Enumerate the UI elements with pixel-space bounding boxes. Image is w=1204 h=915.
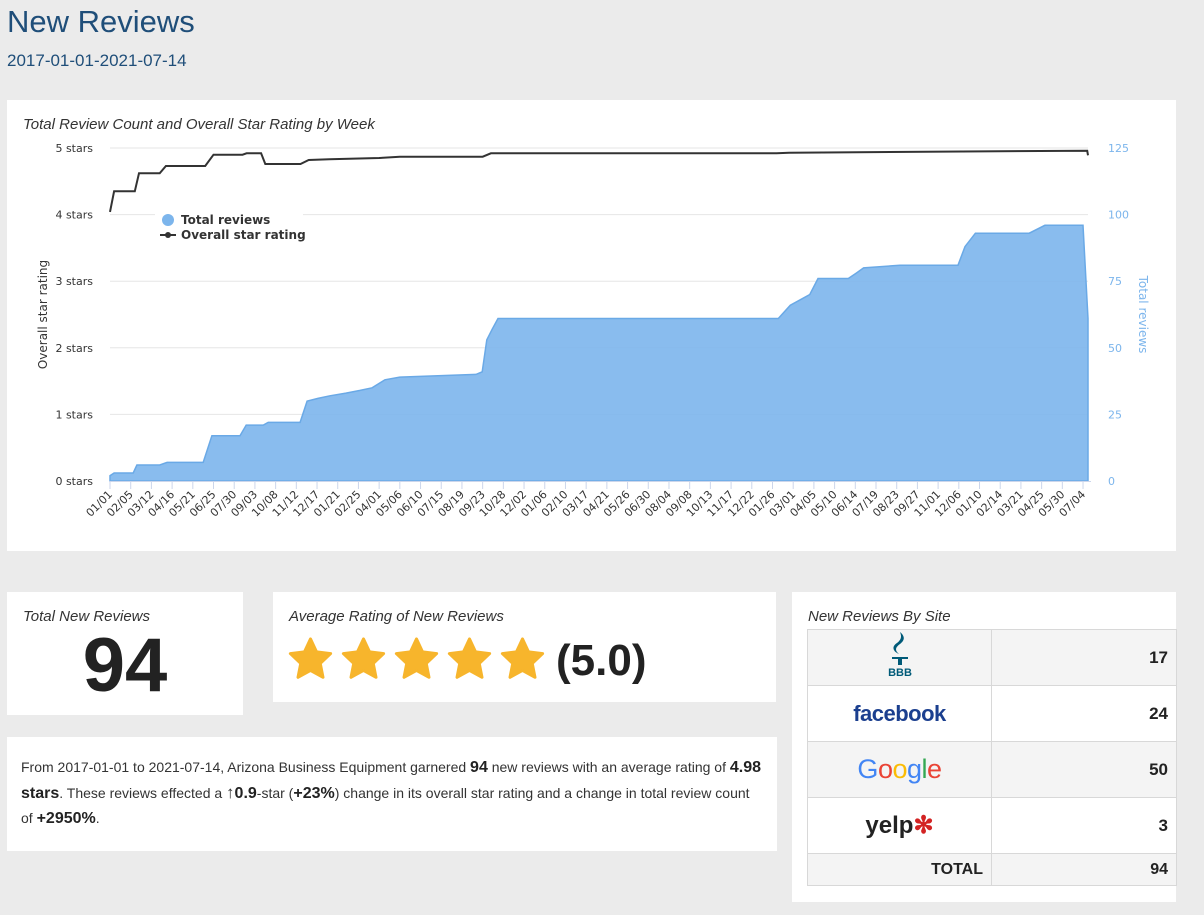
rating-card-title: Average Rating of New Reviews	[289, 608, 504, 625]
summary-delta: 0.9	[234, 785, 257, 802]
star-icon	[393, 636, 440, 686]
y-tick-label: 2 stars	[55, 342, 93, 355]
total-new-reviews-card: Total New Reviews 94	[7, 592, 243, 715]
sites-title: New Reviews By Site	[808, 608, 951, 625]
y2-axis-title: Total reviews	[1136, 275, 1150, 354]
total-label: TOTAL	[807, 853, 992, 886]
summary-part: .	[95, 810, 100, 826]
legend-star-rating: Overall star rating	[181, 228, 306, 242]
summary-card: From 2017-01-01 to 2021-07-14, Arizona B…	[7, 737, 777, 851]
y-tick-label: 1 stars	[55, 408, 93, 421]
rating-value: (5.0)	[556, 636, 647, 685]
table-row: facebook 24	[807, 685, 1177, 742]
chart-title: Total Review Count and Overall Star Rati…	[23, 116, 375, 133]
review-chart: 0 stars 1 stars 2 stars 3 stars 4 stars 5 sta…	[36, 142, 1150, 520]
table-row: BBB 17	[807, 629, 1177, 686]
y2-tick-label: 25	[1108, 408, 1122, 421]
summary-part: From 2017-01-01 to 2021-07-14, Arizona B…	[21, 759, 471, 775]
y-tick-label: 3 stars	[55, 275, 93, 288]
y2-tick-label: 125	[1108, 142, 1129, 155]
y-tick-label: 4 stars	[55, 209, 93, 222]
total-reviews-area	[109, 224, 1089, 482]
y2-tick-label: 75	[1108, 275, 1122, 288]
summary-count-pct: +2950%	[36, 810, 96, 827]
summary-avg: 4.98 stars	[21, 759, 761, 802]
summary-part: . These reviews effected a	[59, 785, 227, 801]
google-count: 50	[991, 741, 1177, 798]
summary-count: 94	[470, 759, 488, 776]
total-count: 94	[991, 853, 1177, 886]
y-tick-label: 0 stars	[55, 475, 93, 488]
bbb-torch-icon: BBB	[888, 632, 912, 679]
legend-star-rating-marker	[165, 232, 171, 238]
y-axis-title: Overall star rating	[36, 260, 50, 369]
chart-card: 0 stars 1 stars 2 stars 3 stars 4 stars 5 sta…	[7, 100, 1176, 551]
svg-text:BBB: BBB	[888, 667, 912, 679]
bbb-count: 17	[991, 629, 1177, 686]
average-rating-card: Average Rating of New Reviews (5.0)	[273, 592, 776, 702]
y2-tick-label: 50	[1108, 342, 1122, 355]
summary-text: From 2017-01-01 to 2021-07-14, Arizona B…	[21, 755, 763, 831]
star-icon	[446, 636, 493, 686]
star-rating: (5.0)	[287, 636, 646, 686]
summary-part: -star (	[256, 785, 294, 801]
sites-table: BBB 17 facebook 24 Google 50 yelp✻ 3 TOT…	[807, 629, 1177, 886]
star-icon	[499, 636, 546, 686]
table-row: yelp✻ 3	[807, 797, 1177, 854]
table-total-row: TOTAL 94	[807, 853, 1177, 886]
yelp-logo: yelp✻	[807, 797, 992, 854]
page-title: New Reviews	[7, 4, 195, 39]
yelp-burst-icon: ✻	[913, 812, 934, 839]
facebook-wordmark: facebook	[853, 700, 946, 726]
table-row: Google 50	[807, 741, 1177, 798]
up-arrow-icon: ↑	[226, 783, 235, 802]
star-icon	[340, 636, 387, 686]
date-range: 2017-01-01-2021-07-14	[7, 51, 187, 70]
yelp-wordmark: yelp	[865, 812, 914, 839]
facebook-logo: facebook	[807, 685, 992, 742]
total-card-title: Total New Reviews	[23, 608, 150, 625]
google-wordmark: Google	[857, 754, 942, 784]
legend-box	[155, 208, 303, 248]
star-icon	[287, 636, 334, 686]
summary-part: ) change in its overall star rating and …	[21, 785, 750, 826]
google-logo: Google	[807, 741, 992, 798]
y2-tick-label: 0	[1108, 475, 1115, 488]
legend-total-reviews: Total reviews	[181, 213, 270, 227]
bbb-logo: BBB	[807, 629, 992, 686]
y2-tick-label: 100	[1108, 209, 1129, 222]
summary-part: new reviews with an average rating of	[487, 759, 730, 775]
y-tick-label: 5 stars	[55, 142, 93, 155]
total-new-reviews-value: 94	[82, 623, 168, 708]
yelp-count: 3	[991, 797, 1177, 854]
summary-pct: +23%	[293, 785, 335, 802]
facebook-count: 24	[991, 685, 1177, 742]
legend-total-reviews-icon	[162, 214, 174, 226]
star-rating-line	[109, 149, 1089, 213]
reviews-by-site-card: New Reviews By Site BBB 17 facebook 24 G…	[792, 592, 1177, 902]
